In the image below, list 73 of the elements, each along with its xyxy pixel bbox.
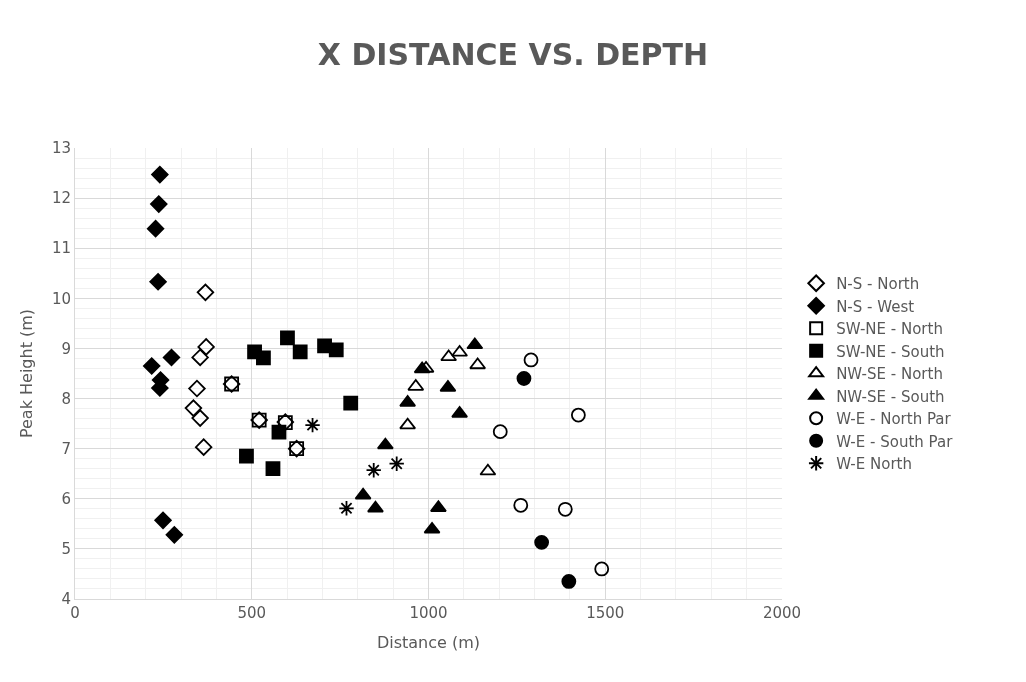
legend-label: NW-SE - South xyxy=(836,387,945,406)
y-tick-label: 5 xyxy=(61,540,71,559)
point xyxy=(570,407,586,423)
point xyxy=(399,417,417,430)
y-tick-label: 11 xyxy=(51,239,71,258)
chart-title: X DISTANCE VS. DEPTH xyxy=(317,37,709,73)
point xyxy=(440,349,458,362)
point xyxy=(304,417,321,434)
legend-label: W-E - North Par xyxy=(836,410,952,429)
point xyxy=(265,461,281,477)
x-tick-label: 500 xyxy=(237,604,267,622)
point xyxy=(184,399,203,417)
point xyxy=(271,424,287,440)
legend-label: W-E - South Par xyxy=(836,432,954,451)
point xyxy=(188,379,206,398)
y-tick-label: 13 xyxy=(51,139,71,158)
point xyxy=(328,342,344,358)
point xyxy=(149,273,167,291)
point xyxy=(191,409,209,427)
point xyxy=(146,219,165,238)
point xyxy=(534,534,550,550)
point xyxy=(557,501,573,517)
point xyxy=(151,165,169,184)
point xyxy=(280,330,295,346)
x-tick-label: 2000 xyxy=(762,604,802,622)
point xyxy=(423,521,441,534)
x-tick-label: 1000 xyxy=(409,604,448,622)
point xyxy=(388,455,405,472)
point xyxy=(523,352,539,368)
y-tick-label: 12 xyxy=(51,189,71,208)
point xyxy=(191,348,209,367)
y-tick-label: 10 xyxy=(51,289,71,308)
point xyxy=(150,195,168,213)
point xyxy=(469,357,487,370)
point xyxy=(561,574,577,589)
point xyxy=(466,337,484,350)
point xyxy=(354,487,372,500)
legend-label: SW-NE - North xyxy=(836,320,943,339)
legend-label: SW-NE - South xyxy=(836,342,945,361)
legend-label: NW-SE - North xyxy=(836,365,943,384)
point xyxy=(516,371,532,386)
legend-label: W-E North xyxy=(836,455,912,474)
y-tick-label: 4 xyxy=(61,590,71,609)
x-tick-label: 1500 xyxy=(586,604,625,622)
point xyxy=(292,344,308,360)
x-tick-label: 0 xyxy=(70,604,80,622)
point xyxy=(196,283,215,302)
point xyxy=(338,500,355,517)
point xyxy=(239,448,254,464)
point xyxy=(367,500,384,513)
y-tick-label: 6 xyxy=(61,490,71,509)
point xyxy=(197,338,215,356)
point xyxy=(343,395,359,411)
point xyxy=(365,462,382,479)
point xyxy=(492,424,508,440)
point xyxy=(594,561,610,577)
point xyxy=(194,438,213,456)
point xyxy=(479,463,497,476)
point xyxy=(165,526,184,544)
y-axis-title: Peak Height (m) xyxy=(16,308,36,439)
point xyxy=(162,348,181,367)
point xyxy=(143,357,161,375)
point xyxy=(154,511,172,530)
point xyxy=(413,361,431,374)
legend-label: N-S - North xyxy=(836,275,920,294)
y-tick-label: 9 xyxy=(61,339,71,358)
x-axis-title: Distance (m) xyxy=(376,632,481,652)
legend-label: N-S - West xyxy=(836,297,915,316)
y-tick-label: 8 xyxy=(61,389,71,408)
point xyxy=(256,350,271,366)
point xyxy=(513,497,529,513)
y-tick-label: 7 xyxy=(61,439,71,458)
point xyxy=(376,437,394,450)
